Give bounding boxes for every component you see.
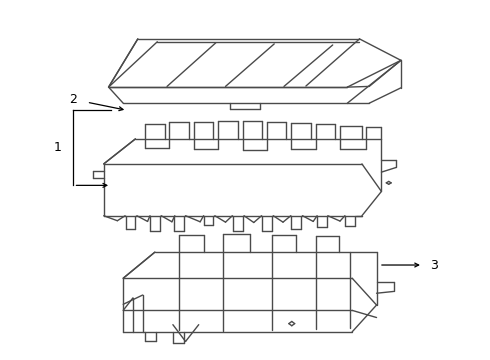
- Text: 2: 2: [70, 94, 77, 107]
- Text: 3: 3: [430, 258, 438, 271]
- Text: 1: 1: [53, 141, 61, 154]
